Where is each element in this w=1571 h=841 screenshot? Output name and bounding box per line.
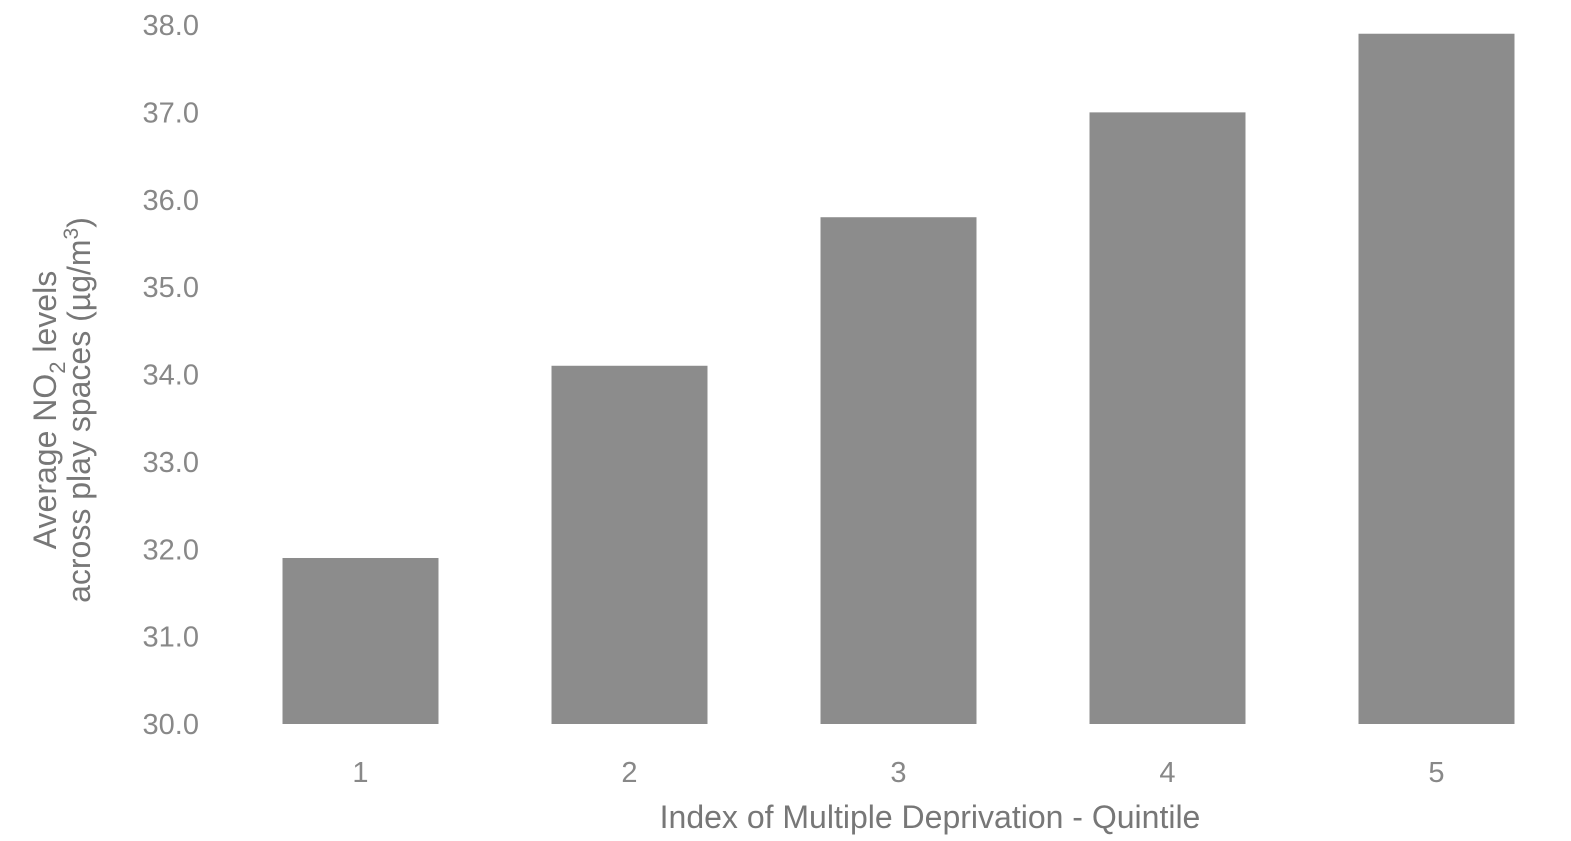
y-tick-label: 31.0 [143,622,199,654]
x-tick-label: 2 [621,757,637,789]
y-axis-title-line1: Average NO2 levels [27,271,70,549]
bar-quintile-2 [551,365,708,724]
y-axis-title-line2: across play spaces (µg/m3) [60,217,97,603]
y-tick-label: 33.0 [143,447,199,479]
x-tick-label: 3 [890,757,906,789]
x-tick-label: 5 [1428,757,1444,789]
bars [282,33,1515,725]
y-tick-label: 32.0 [143,534,199,566]
bar-quintile-3 [820,217,977,724]
y-axis-ticks: 30.0 31.0 32.0 33.0 34.0 35.0 36.0 37.0 38.0 [143,10,199,741]
x-axis-title: Index of Multiple Deprivation - Quintile [660,799,1201,835]
y-tick-label: 30.0 [143,709,199,741]
y-tick-label: 35.0 [143,272,199,304]
x-tick-label: 4 [1159,757,1175,789]
y-tick-label: 36.0 [143,185,199,217]
y-tick-label: 38.0 [143,10,199,42]
x-axis-ticks: 1 2 3 4 5 [352,757,1444,789]
y-tick-label: 37.0 [143,97,199,129]
bar-quintile-5 [1358,33,1515,725]
y-tick-label: 34.0 [143,360,199,392]
bar-quintile-1 [282,557,439,724]
x-tick-label: 1 [352,757,368,789]
bar-quintile-4 [1089,112,1246,724]
y-axis-title: Average NO2 levels across play spaces (µ… [27,217,97,603]
